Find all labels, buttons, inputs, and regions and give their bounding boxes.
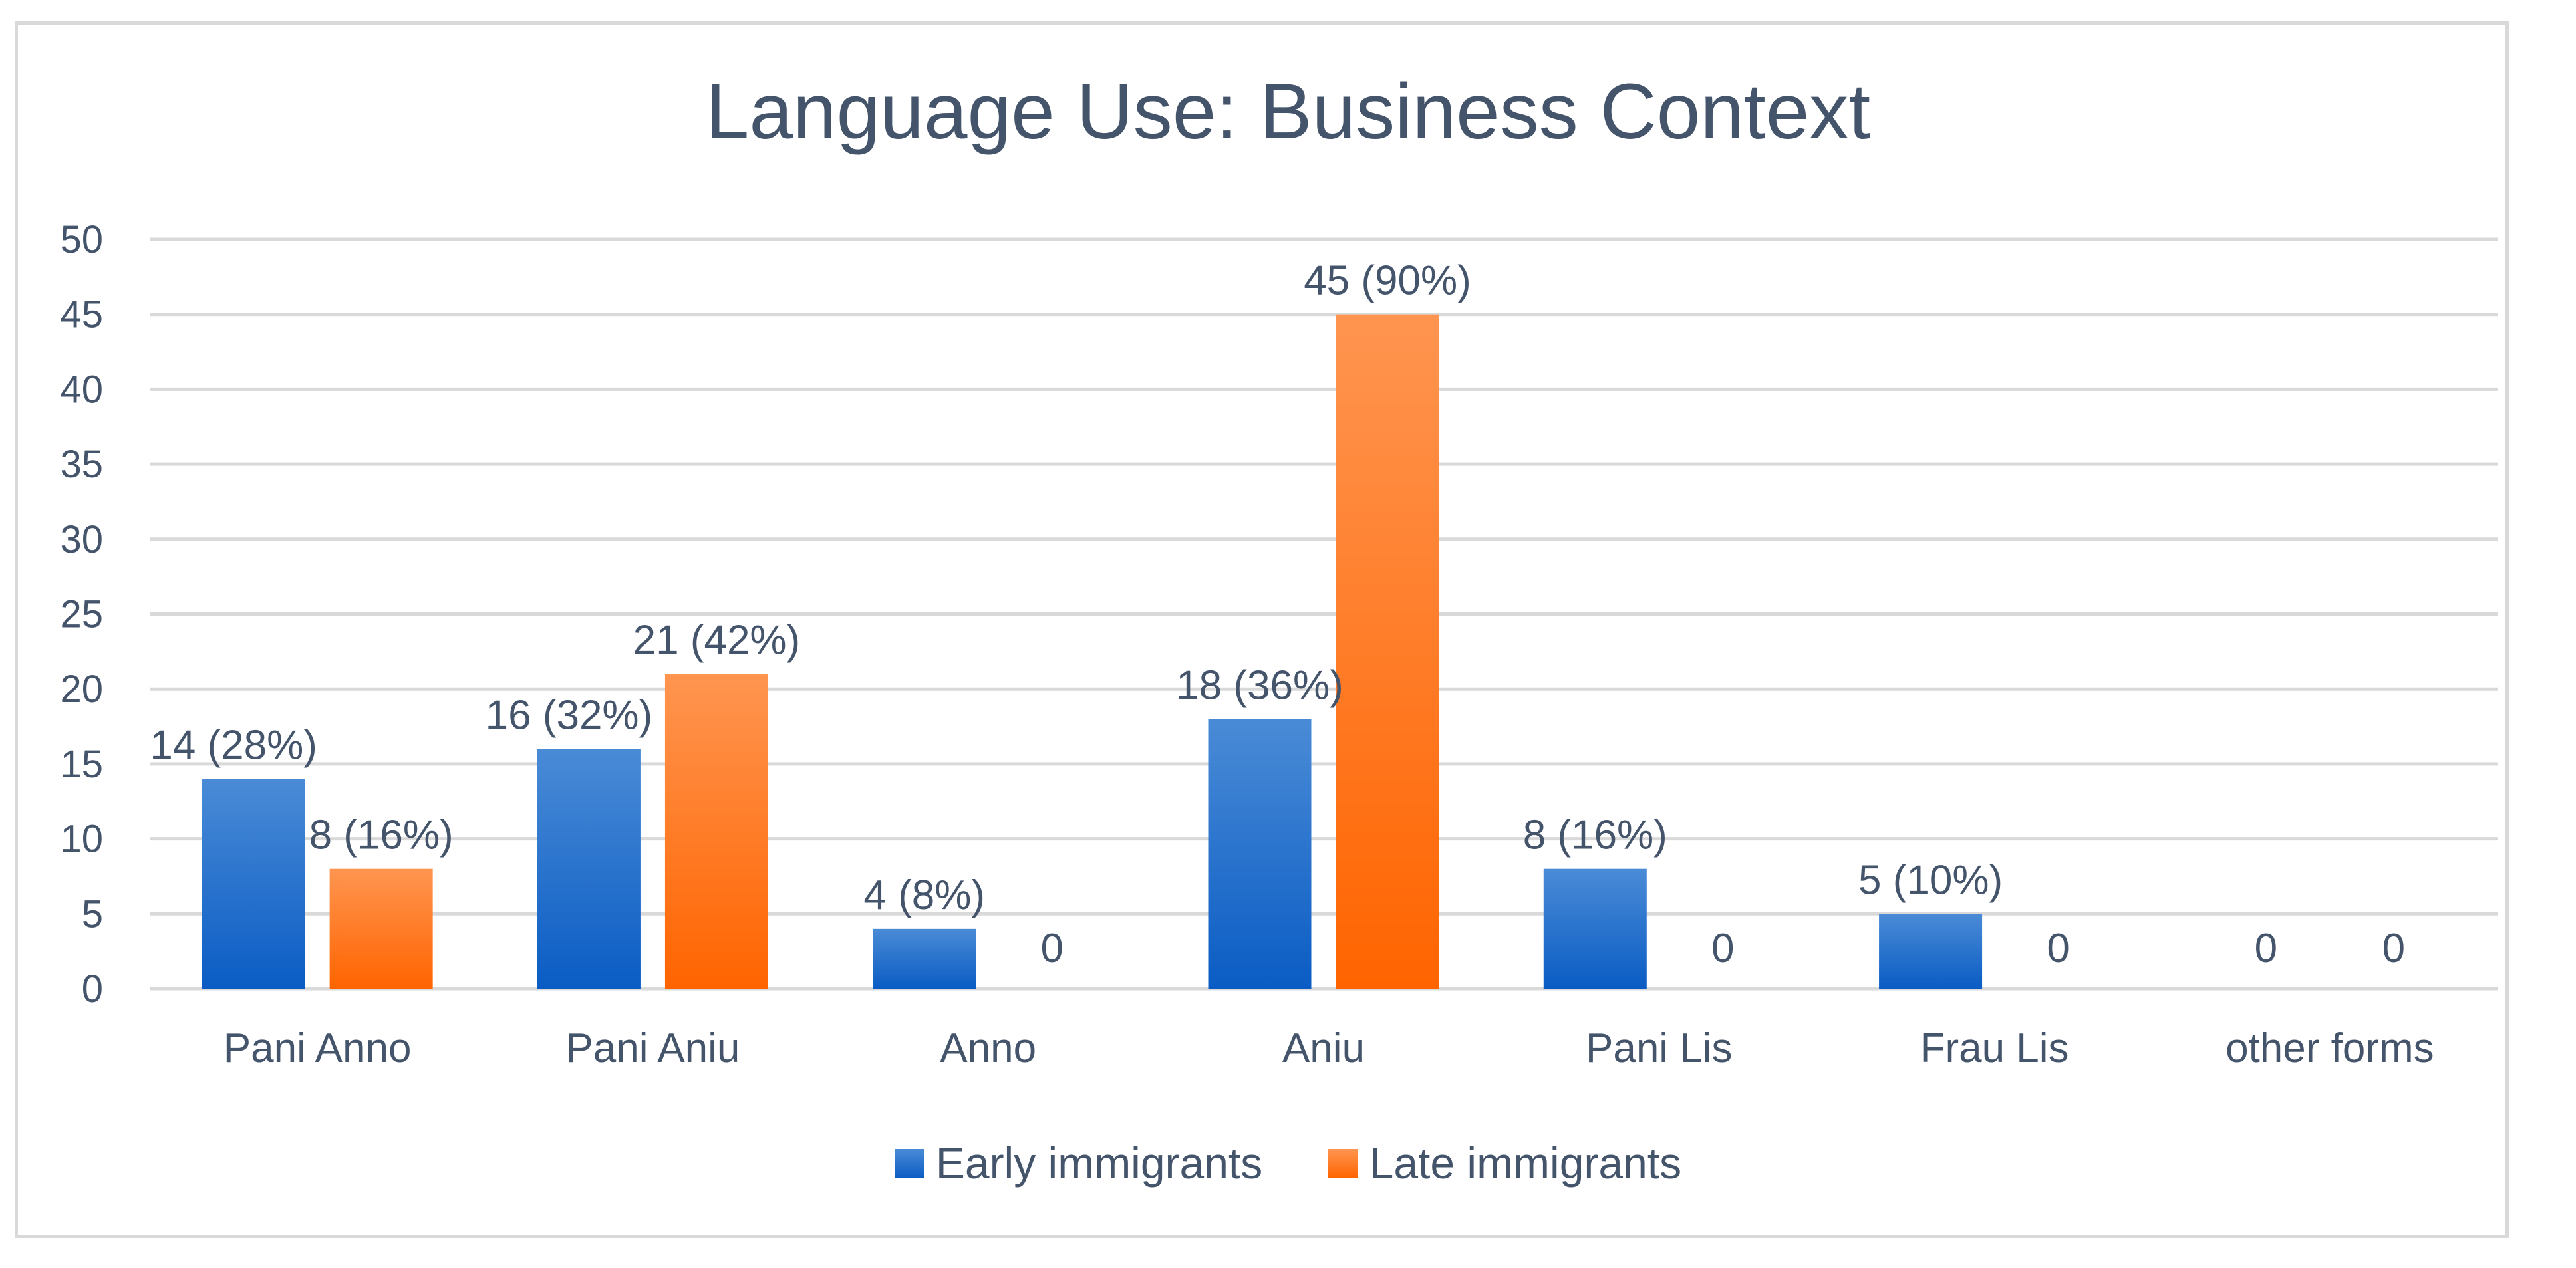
x-tick-label: Aniu	[1282, 1025, 1365, 1071]
x-tick-label: other forms	[2225, 1025, 2434, 1071]
x-tick-label: Pani Anno	[223, 1025, 412, 1071]
bar-early-pani-lis	[1543, 868, 1647, 989]
y-tick-label: 0	[82, 967, 103, 1011]
legend-swatch-early	[894, 1149, 924, 1179]
bar-early-pani-aniu	[537, 749, 641, 989]
chart-legend: Early immigrants Late immigrants	[0, 1134, 2576, 1188]
bar-late-pani-anno	[329, 868, 433, 989]
y-tick-label: 15	[60, 743, 103, 786]
legend-swatch-late	[1328, 1149, 1358, 1179]
x-tick-label: Pani Aniu	[565, 1025, 740, 1071]
bar-early-pani-anno	[202, 779, 305, 989]
y-tick-label: 50	[60, 218, 103, 261]
data-label: 0	[2047, 926, 2069, 971]
x-tick-label: Pani Lis	[1586, 1025, 1733, 1071]
y-tick-label: 20	[60, 668, 103, 711]
x-tick-label: Anno	[940, 1025, 1036, 1071]
bar-late-aniu	[1336, 314, 1439, 989]
y-tick-label: 35	[60, 443, 103, 486]
x-tick-label: Frau Lis	[1920, 1025, 2069, 1071]
bar-early-anno	[873, 928, 976, 989]
data-label: 0	[1040, 926, 1063, 971]
data-label: 16 (32%)	[486, 692, 653, 738]
data-label: 21 (42%)	[633, 618, 801, 664]
y-tick-label: 40	[60, 368, 103, 411]
data-label: 18 (36%)	[1176, 662, 1344, 708]
chart-title: Language Use: Business Context	[705, 68, 1871, 156]
bar-early-aniu	[1208, 719, 1312, 989]
legend-item-late: Late immigrants	[1328, 1138, 1682, 1188]
y-tick-label: 45	[60, 293, 103, 336]
bar-late-pani-aniu	[664, 674, 768, 989]
data-label: 5 (10%)	[1858, 857, 2003, 903]
data-label: 14 (28%)	[150, 722, 317, 768]
data-label: 0	[2382, 926, 2405, 971]
bar-early-frau-lis	[1879, 914, 1983, 989]
legend-label-early: Early immigrants	[935, 1138, 1263, 1188]
data-label: 8 (16%)	[309, 813, 454, 858]
y-tick-label: 5	[82, 892, 103, 936]
y-tick-label: 10	[60, 818, 103, 861]
data-label: 8 (16%)	[1523, 813, 1667, 858]
data-label: 4 (8%)	[863, 872, 985, 918]
legend-label-late: Late immigrants	[1369, 1138, 1682, 1188]
data-label: 45 (90%)	[1304, 258, 1471, 304]
chart-frame	[15, 21, 2509, 1238]
legend-item-early: Early immigrants	[894, 1138, 1263, 1188]
y-tick-label: 30	[60, 518, 103, 561]
data-label: 0	[2255, 926, 2277, 971]
data-label: 0	[1711, 926, 1734, 971]
y-tick-label: 25	[60, 593, 103, 636]
